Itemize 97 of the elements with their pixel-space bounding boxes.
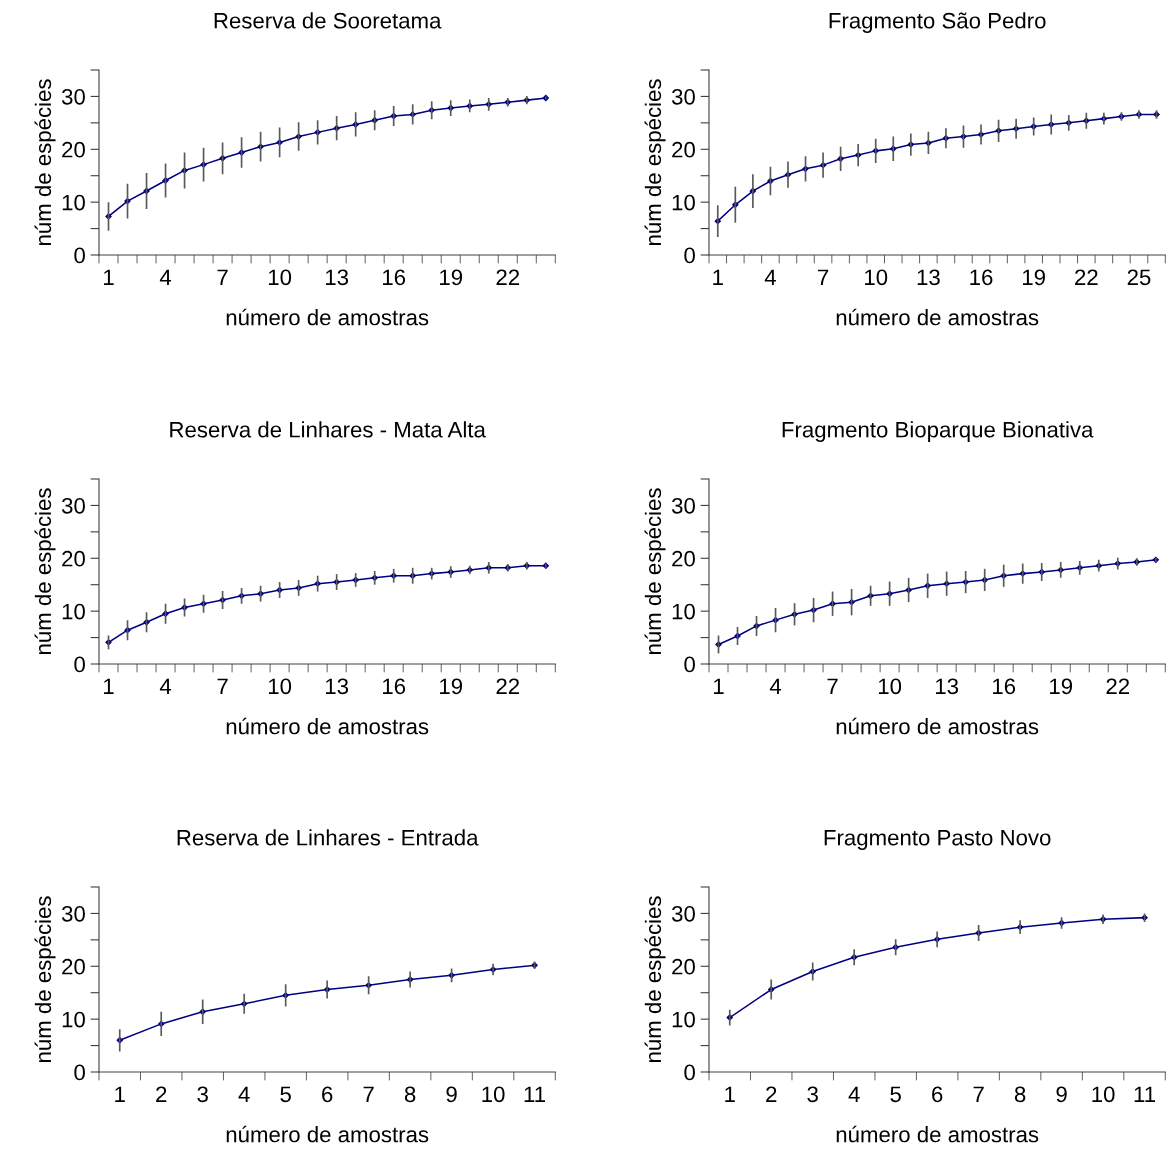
x-tick-label: 16 [970,269,993,286]
y-tick-label: 20 [62,141,85,158]
chart-title: Reserva de Sooretama [214,12,442,29]
x-tick-label: 1 [725,1086,735,1102]
y-tick-label: 0 [74,1064,85,1081]
x-tick-label: 7 [973,1086,984,1102]
x-tick-label: 9 [1056,1086,1067,1103]
x-tick-label: 13 [325,678,349,695]
x-tick-label: 4 [238,1086,250,1102]
x-tick-label: 1 [713,269,723,285]
x-tick-label: 16 [383,269,406,286]
x-tick-label: 5 [280,1086,291,1103]
y-tick-label: 30 [671,497,695,514]
chart-title: Fragmento Pasto Novo [824,830,1051,850]
y-tick-label: 30 [61,497,85,514]
y-axis-title: núm de espécies [34,488,56,655]
x-axis-title: número de amostras [836,717,1039,735]
x-tick-label: 1 [104,678,114,694]
chart-title: Reserva de Linhares - Entrada [177,829,479,846]
x-tick-label: 4 [159,269,172,285]
x-tick-label: 10 [268,269,292,286]
chart-title: Fragmento São Pedro [829,12,1046,33]
x-tick-label: 7 [363,1086,374,1102]
x-tick-label: 13 [935,678,959,695]
y-tick-label: 20 [672,958,695,975]
x-tick-label: 7 [827,678,838,694]
y-tick-label: 20 [672,550,695,567]
x-axis-title: número de amostras [226,717,429,735]
x-tick-label: 22 [1106,678,1130,694]
x-tick-label: 2 [156,1086,167,1102]
x-tick-label: 16 [993,678,1016,695]
y-tick-label: 10 [62,194,85,211]
x-tick-label: 13 [325,269,349,286]
y-tick-label: 30 [671,88,695,105]
x-tick-label: 8 [1014,1086,1026,1103]
x-tick-label: 13 [917,269,940,286]
x-axis-title: número de amostras [226,308,429,326]
x-tick-label: 2 [766,1086,777,1102]
y-tick-label: 10 [672,194,695,211]
y-tick-label: 10 [672,1011,695,1028]
x-tick-label: 1 [104,269,114,285]
y-axis-title: núm de espécies [644,488,666,655]
y-tick-label: 10 [672,603,695,620]
x-tick-label: 6 [932,1086,943,1103]
x-tick-label: 10 [482,1086,505,1103]
x-tick-label: 22 [496,269,520,285]
x-tick-label: 19 [1023,269,1045,286]
x-tick-label: 3 [807,1086,818,1103]
x-tick-label: 22 [1075,269,1098,285]
x-tick-label: 4 [764,269,776,285]
y-axis-title: núm de espécies [644,79,666,246]
x-tick-label: 19 [440,678,463,695]
x-tick-label: 10 [865,269,888,286]
y-tick-label: 0 [684,1064,695,1081]
x-tick-label: 11 [1134,1086,1156,1102]
x-tick-label: 16 [383,678,406,695]
y-axis-title: núm de espécies [34,896,56,1063]
x-tick-label: 6 [322,1086,333,1103]
y-tick-label: 0 [74,247,85,264]
x-tick-label: 1 [714,678,724,694]
y-tick-label: 0 [74,656,85,673]
x-tick-label: 5 [890,1086,901,1103]
chart-title: Fragmento Bioparque Bionativa [782,421,1094,442]
y-axis-title: núm de espécies [34,79,56,246]
x-tick-label: 1 [115,1086,125,1102]
x-tick-label: 8 [404,1086,416,1103]
y-tick-label: 30 [61,905,85,922]
x-tick-label: 4 [769,678,782,694]
y-tick-label: 0 [684,656,695,673]
x-tick-label: 7 [818,269,829,285]
x-tick-label: 10 [1092,1086,1115,1103]
y-axis-title: núm de espécies [644,896,666,1063]
y-tick-label: 10 [62,603,85,620]
chart-title: Reserva de Linhares - Mata Alta [170,421,486,438]
x-tick-label: 3 [197,1086,208,1103]
x-tick-label: 4 [159,678,172,694]
x-tick-label: 7 [217,678,228,694]
y-tick-label: 10 [62,1011,85,1028]
x-tick-label: 19 [440,269,463,286]
x-tick-label: 4 [848,1086,860,1102]
x-tick-label: 19 [1050,678,1073,695]
y-tick-label: 30 [61,88,85,105]
y-tick-label: 30 [671,905,695,922]
x-tick-label: 7 [217,269,228,285]
y-tick-label: 20 [62,550,85,567]
x-tick-label: 25 [1127,269,1151,286]
x-axis-title: número de amostras [836,308,1039,326]
y-tick-label: 20 [62,958,85,975]
x-tick-label: 10 [878,678,902,695]
y-tick-label: 0 [684,247,695,264]
x-tick-label: 22 [496,678,520,694]
x-tick-label: 11 [524,1086,546,1102]
x-axis-title: número de amostras [226,1125,429,1143]
y-tick-label: 20 [672,141,695,158]
x-axis-title: número de amostras [836,1125,1039,1143]
x-tick-label: 9 [446,1086,457,1103]
x-tick-label: 10 [268,678,292,695]
